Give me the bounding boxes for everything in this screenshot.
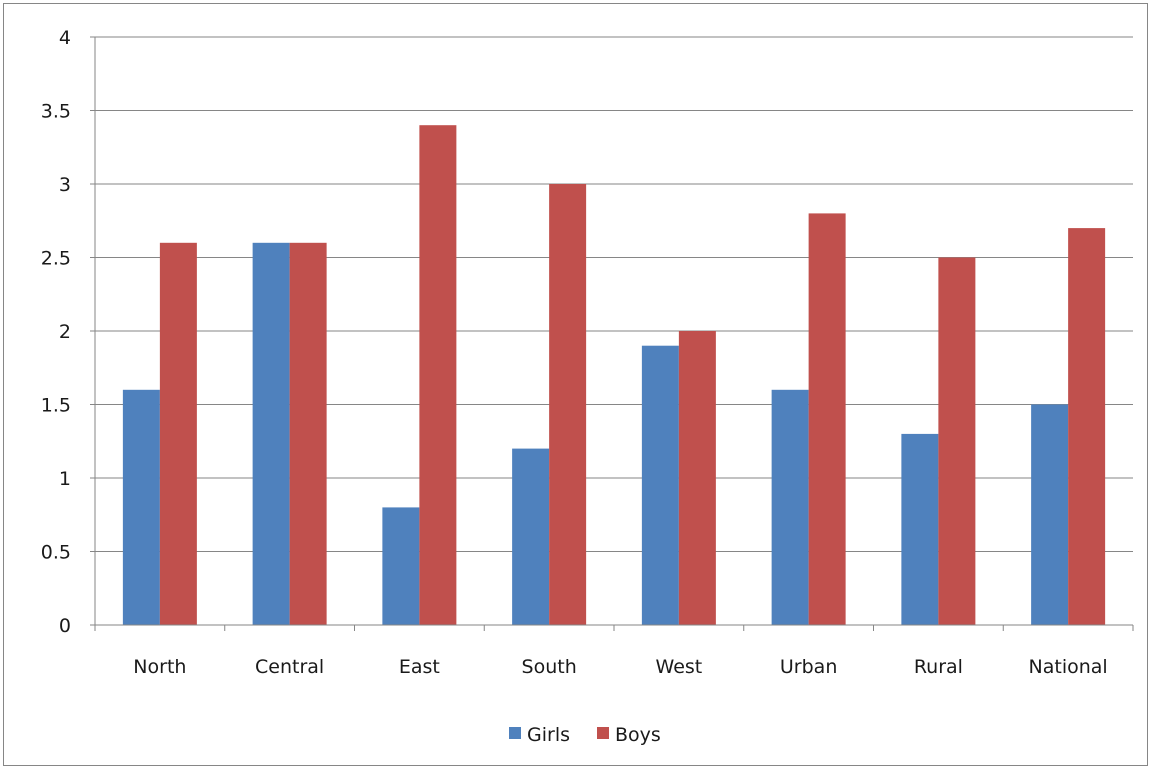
bar-girls-central: [252, 242, 290, 626]
bar-girls-national: [1031, 404, 1069, 625]
bar-boys-south: [549, 184, 587, 625]
x-category-label: West: [656, 656, 703, 678]
x-category-label: East: [399, 656, 440, 678]
y-tick-label: 2: [59, 321, 71, 343]
bar-girls-east: [382, 507, 420, 625]
x-axis-category-labels: North Central East South West Urban Rural Natio…: [133, 656, 1107, 678]
y-axis-tick-labels: 0 0.5 1 1.5 2 2.5 3 3.5 4: [41, 27, 71, 637]
bar-boys-north: [159, 242, 197, 626]
y-tick-label: 0: [59, 615, 71, 637]
bar-boys-national: [1068, 228, 1106, 625]
bar-girls-urban: [771, 389, 809, 625]
bar-girls-west: [641, 345, 679, 625]
axes: [90, 36, 1134, 631]
bar-boys-west: [678, 331, 716, 625]
legend: Girls Boys: [509, 724, 661, 746]
x-category-label: North: [133, 656, 186, 678]
bar-girls-rural: [901, 433, 939, 625]
y-tick-label: 3.5: [41, 101, 71, 123]
bar-girls-south: [512, 448, 550, 625]
x-category-label: Rural: [914, 656, 963, 678]
legend-label-girls: Girls: [527, 724, 570, 746]
bar-girls-north: [122, 389, 160, 625]
y-tick-label: 0.5: [41, 542, 71, 564]
legend-swatch-boys: [597, 727, 609, 739]
x-category-label: Central: [255, 656, 324, 678]
bar-boys-east: [419, 125, 457, 625]
y-tick-label: 2.5: [41, 248, 71, 270]
y-tick-label: 4: [59, 27, 71, 49]
y-tick-label: 1: [59, 468, 71, 490]
bar-boys-urban: [808, 213, 846, 625]
y-tick-label: 1.5: [41, 395, 71, 417]
x-category-label: Urban: [780, 656, 837, 678]
x-category-label: South: [522, 656, 577, 678]
bar-boys-rural: [938, 257, 976, 625]
legend-label-boys: Boys: [615, 724, 661, 746]
gridlines: [95, 36, 1133, 552]
bar-boys-central: [289, 242, 327, 626]
bars: [122, 125, 1106, 626]
y-tick-label: 3: [59, 174, 71, 196]
legend-swatch-girls: [509, 727, 521, 739]
x-category-label: National: [1029, 656, 1108, 678]
